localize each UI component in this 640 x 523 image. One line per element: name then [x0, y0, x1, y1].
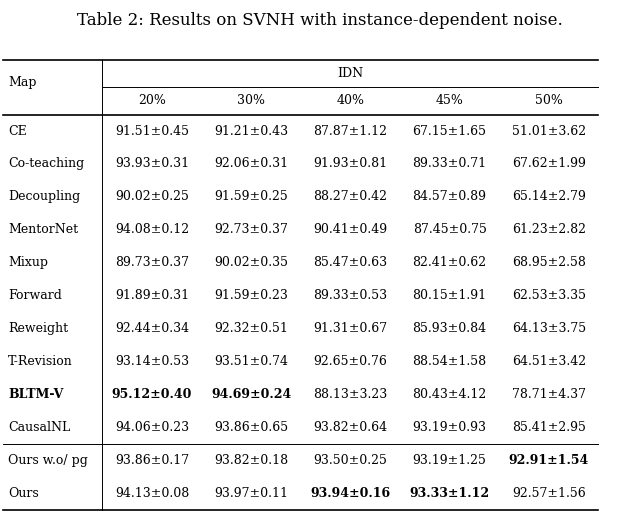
Text: 89.33±0.53: 89.33±0.53 — [314, 289, 387, 302]
Text: T-Revision: T-Revision — [8, 355, 73, 368]
Text: 88.54±1.58: 88.54±1.58 — [413, 355, 486, 368]
Text: 91.51±0.45: 91.51±0.45 — [115, 124, 189, 138]
Text: Ours w.o/ pg: Ours w.o/ pg — [8, 454, 88, 467]
Text: Map: Map — [8, 76, 37, 88]
Text: 93.50±0.25: 93.50±0.25 — [314, 454, 387, 467]
Text: 40%: 40% — [337, 95, 364, 107]
Text: 80.15±1.91: 80.15±1.91 — [413, 289, 486, 302]
Text: Ours: Ours — [8, 487, 39, 500]
Text: 92.57±1.56: 92.57±1.56 — [512, 487, 586, 500]
Text: 90.02±0.35: 90.02±0.35 — [214, 256, 288, 269]
Text: 89.73±0.37: 89.73±0.37 — [115, 256, 189, 269]
Text: 95.12±0.40: 95.12±0.40 — [112, 388, 192, 401]
Text: CE: CE — [8, 124, 27, 138]
Text: 94.13±0.08: 94.13±0.08 — [115, 487, 189, 500]
Text: 92.06±0.31: 92.06±0.31 — [214, 157, 288, 170]
Text: 91.59±0.23: 91.59±0.23 — [214, 289, 288, 302]
Text: 84.57±0.89: 84.57±0.89 — [413, 190, 486, 203]
Text: Decoupling: Decoupling — [8, 190, 81, 203]
Text: 67.15±1.65: 67.15±1.65 — [413, 124, 486, 138]
Text: 91.93±0.81: 91.93±0.81 — [314, 157, 387, 170]
Text: 94.69±0.24: 94.69±0.24 — [211, 388, 291, 401]
Text: MentorNet: MentorNet — [8, 223, 79, 236]
Text: 92.32±0.51: 92.32±0.51 — [214, 322, 288, 335]
Text: 93.14±0.53: 93.14±0.53 — [115, 355, 189, 368]
Text: Table 2: Results on SVNH with instance-dependent noise.: Table 2: Results on SVNH with instance-d… — [77, 12, 563, 29]
Text: 88.13±3.23: 88.13±3.23 — [313, 388, 388, 401]
Text: 78.71±4.37: 78.71±4.37 — [512, 388, 586, 401]
Text: 93.93±0.31: 93.93±0.31 — [115, 157, 189, 170]
Text: 93.94±0.16: 93.94±0.16 — [310, 487, 390, 500]
Text: 85.47±0.63: 85.47±0.63 — [314, 256, 387, 269]
Text: 90.41±0.49: 90.41±0.49 — [314, 223, 387, 236]
Text: 92.65±0.76: 92.65±0.76 — [314, 355, 387, 368]
Text: 92.44±0.34: 92.44±0.34 — [115, 322, 189, 335]
Text: 87.87±1.12: 87.87±1.12 — [314, 124, 387, 138]
Text: 89.33±0.71: 89.33±0.71 — [413, 157, 486, 170]
Text: Forward: Forward — [8, 289, 62, 302]
Text: 87.45±0.75: 87.45±0.75 — [413, 223, 486, 236]
Text: IDN: IDN — [337, 67, 364, 80]
Text: 61.23±2.82: 61.23±2.82 — [512, 223, 586, 236]
Text: 45%: 45% — [436, 95, 463, 107]
Text: 93.33±1.12: 93.33±1.12 — [410, 487, 490, 500]
Text: 93.19±0.93: 93.19±0.93 — [413, 421, 486, 434]
Text: 91.31±0.67: 91.31±0.67 — [314, 322, 387, 335]
Text: 64.51±3.42: 64.51±3.42 — [512, 355, 586, 368]
Text: 93.82±0.64: 93.82±0.64 — [314, 421, 387, 434]
Text: 20%: 20% — [138, 95, 166, 107]
Text: 82.41±0.62: 82.41±0.62 — [413, 256, 486, 269]
Text: 91.89±0.31: 91.89±0.31 — [115, 289, 189, 302]
Text: 91.21±0.43: 91.21±0.43 — [214, 124, 288, 138]
Text: 93.19±1.25: 93.19±1.25 — [413, 454, 486, 467]
Text: 93.86±0.17: 93.86±0.17 — [115, 454, 189, 467]
Text: 85.93±0.84: 85.93±0.84 — [413, 322, 486, 335]
Text: Co-teaching: Co-teaching — [8, 157, 84, 170]
Text: 80.43±4.12: 80.43±4.12 — [412, 388, 487, 401]
Text: 68.95±2.58: 68.95±2.58 — [512, 256, 586, 269]
Text: 93.86±0.65: 93.86±0.65 — [214, 421, 288, 434]
Text: 90.02±0.25: 90.02±0.25 — [115, 190, 189, 203]
Text: 50%: 50% — [535, 95, 563, 107]
Text: 64.13±3.75: 64.13±3.75 — [512, 322, 586, 335]
Text: 93.97±0.11: 93.97±0.11 — [214, 487, 288, 500]
Text: BLTM-V: BLTM-V — [8, 388, 64, 401]
Text: 92.91±1.54: 92.91±1.54 — [509, 454, 589, 467]
Text: 62.53±3.35: 62.53±3.35 — [512, 289, 586, 302]
Text: 94.06±0.23: 94.06±0.23 — [115, 421, 189, 434]
Text: Reweight: Reweight — [8, 322, 68, 335]
Text: 85.41±2.95: 85.41±2.95 — [512, 421, 586, 434]
Text: 93.82±0.18: 93.82±0.18 — [214, 454, 288, 467]
Text: 51.01±3.62: 51.01±3.62 — [512, 124, 586, 138]
Text: 94.08±0.12: 94.08±0.12 — [115, 223, 189, 236]
Text: Mixup: Mixup — [8, 256, 49, 269]
Text: 30%: 30% — [237, 95, 265, 107]
Text: 91.59±0.25: 91.59±0.25 — [214, 190, 288, 203]
Text: 92.73±0.37: 92.73±0.37 — [214, 223, 288, 236]
Text: 88.27±0.42: 88.27±0.42 — [314, 190, 387, 203]
Text: CausalNL: CausalNL — [8, 421, 70, 434]
Text: 93.51±0.74: 93.51±0.74 — [214, 355, 288, 368]
Text: 67.62±1.99: 67.62±1.99 — [512, 157, 586, 170]
Text: 65.14±2.79: 65.14±2.79 — [512, 190, 586, 203]
